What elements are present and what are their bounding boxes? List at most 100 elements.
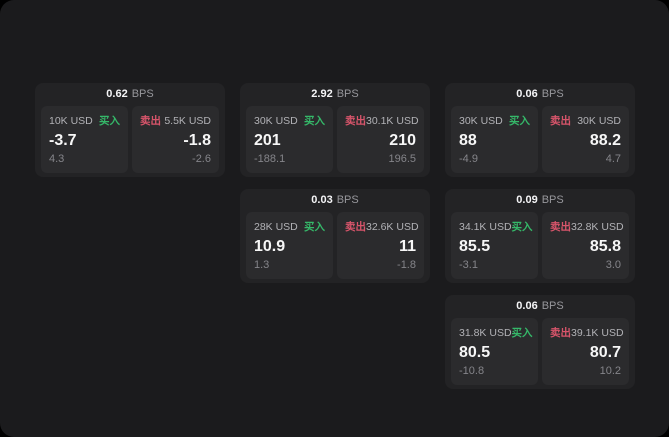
sell-price: 210 (389, 132, 416, 149)
buy-price: 88 (459, 132, 477, 149)
buy-panel-top: 30K USD 买入 (459, 113, 530, 128)
spread-value: 0.09 (516, 194, 538, 206)
sell-panel[interactable]: 卖出 32.6K USD 11 -1.8 (337, 212, 424, 279)
sell-price: 11 (399, 238, 416, 255)
buy-panel-top: 30K USD 买入 (254, 113, 325, 128)
quote-body: 10K USD 买入 -3.7 4.3 卖出 5.5K USD -1.8 -2.… (35, 106, 225, 173)
buy-amount: 34.1K USD (459, 221, 512, 233)
sell-side-label: 卖出 (140, 115, 161, 127)
sell-amount: 32.6K USD (366, 221, 419, 233)
spread-header: 0.06 BPS (445, 295, 635, 318)
spread-value: 0.06 (516, 88, 538, 100)
sell-panel[interactable]: 卖出 39.1K USD 80.7 10.2 (542, 318, 629, 385)
spread-unit-label: BPS (131, 88, 154, 100)
buy-price: 80.5 (459, 344, 491, 361)
buy-sub-value: 4.3 (49, 153, 65, 165)
quote-body: 31.8K USD 买入 80.5 -10.8 卖出 39.1K USD 80.… (445, 318, 635, 385)
sell-amount: 30.1K USD (366, 115, 419, 127)
quote-card: 2.92 BPS 30K USD 买入 201 -188.1 卖出 30.1K … (240, 83, 430, 177)
spread-value: 0.03 (311, 194, 333, 206)
sell-panel-top: 卖出 39.1K USD (550, 325, 624, 340)
buy-price: 201 (254, 132, 281, 149)
buy-price: -3.7 (49, 132, 77, 149)
buy-panel-top: 28K USD 买入 (254, 219, 325, 234)
sell-side-label: 卖出 (550, 221, 571, 233)
sell-sub-value: 4.7 (605, 153, 621, 165)
spread-unit-label: BPS (541, 88, 564, 100)
spread-unit-label: BPS (541, 300, 564, 312)
spread-header: 0.09 BPS (445, 189, 635, 212)
buy-amount: 30K USD (254, 115, 298, 127)
sell-panel-top: 卖出 30K USD (550, 113, 621, 128)
sell-panel-top: 卖出 5.5K USD (140, 113, 211, 128)
buy-side-label: 买入 (304, 221, 325, 233)
quote-card: 0.62 BPS 10K USD 买入 -3.7 4.3 卖出 5.5K USD… (35, 83, 225, 177)
sell-panel[interactable]: 卖出 30K USD 88.2 4.7 (542, 106, 629, 173)
sell-side-label: 卖出 (550, 327, 571, 339)
quote-body: 30K USD 买入 88 -4.9 卖出 30K USD 88.2 4.7 (445, 106, 635, 173)
sell-panel[interactable]: 卖出 32.8K USD 85.8 3.0 (542, 212, 629, 279)
buy-panel-top: 10K USD 买入 (49, 113, 120, 128)
spread-header: 0.62 BPS (35, 83, 225, 106)
buy-sub-value: 1.3 (254, 259, 270, 271)
buy-price: 85.5 (459, 238, 491, 255)
sell-panel-top: 卖出 32.6K USD (345, 219, 419, 234)
buy-panel[interactable]: 10K USD 买入 -3.7 4.3 (41, 106, 128, 173)
buy-price: 10.9 (254, 238, 286, 255)
buy-panel[interactable]: 31.8K USD 买入 80.5 -10.8 (451, 318, 538, 385)
quote-card: 0.03 BPS 28K USD 买入 10.9 1.3 卖出 32.6K US… (240, 189, 430, 283)
quote-body: 30K USD 买入 201 -188.1 卖出 30.1K USD 210 1… (240, 106, 430, 173)
sell-panel[interactable]: 卖出 5.5K USD -1.8 -2.6 (132, 106, 219, 173)
quote-card: 0.06 BPS 31.8K USD 买入 80.5 -10.8 卖出 39.1… (445, 295, 635, 389)
quote-card: 0.09 BPS 34.1K USD 买入 85.5 -3.1 卖出 32.8K… (445, 189, 635, 283)
spread-header: 0.03 BPS (240, 189, 430, 212)
quote-body: 34.1K USD 买入 85.5 -3.1 卖出 32.8K USD 85.8… (445, 212, 635, 279)
sell-price: 88.2 (589, 132, 621, 149)
buy-panel[interactable]: 34.1K USD 买入 85.5 -3.1 (451, 212, 538, 279)
spread-value: 2.92 (311, 88, 333, 100)
sell-panel[interactable]: 卖出 30.1K USD 210 196.5 (337, 106, 424, 173)
spread-unit-label: BPS (541, 194, 564, 206)
buy-amount: 28K USD (254, 221, 298, 233)
buy-side-label: 买入 (511, 327, 533, 339)
buy-sub-value: -188.1 (254, 153, 286, 165)
buy-sub-value: -4.9 (459, 153, 478, 165)
spread-value: 0.06 (516, 300, 538, 312)
buy-sub-value: -3.1 (459, 259, 478, 271)
buy-panel[interactable]: 30K USD 买入 88 -4.9 (451, 106, 538, 173)
buy-panel-top: 34.1K USD 买入 (459, 219, 533, 234)
sell-side-label: 卖出 (345, 221, 366, 233)
sell-amount: 32.8K USD (571, 221, 624, 233)
buy-side-label: 买入 (511, 221, 533, 233)
sell-sub-value: 3.0 (605, 259, 621, 271)
spread-unit-label: BPS (336, 194, 359, 206)
spread-value: 0.62 (106, 88, 128, 100)
sell-amount: 5.5K USD (164, 115, 211, 127)
buy-side-label: 买入 (509, 115, 530, 127)
sell-price: 80.7 (589, 344, 621, 361)
sell-side-label: 卖出 (345, 115, 366, 127)
buy-side-label: 买入 (99, 115, 120, 127)
buy-panel[interactable]: 28K USD 买入 10.9 1.3 (246, 212, 333, 279)
sell-price: -1.8 (183, 132, 211, 149)
buy-side-label: 买入 (304, 115, 325, 127)
sell-panel-top: 卖出 32.8K USD (550, 219, 624, 234)
sell-sub-value: 196.5 (388, 153, 416, 165)
sell-amount: 30K USD (577, 115, 621, 127)
spread-header: 0.06 BPS (445, 83, 635, 106)
sell-panel-top: 卖出 30.1K USD (345, 113, 419, 128)
sell-amount: 39.1K USD (571, 327, 624, 339)
buy-panel-top: 31.8K USD 买入 (459, 325, 533, 340)
buy-amount: 10K USD (49, 115, 93, 127)
quote-body: 28K USD 买入 10.9 1.3 卖出 32.6K USD 11 -1.8 (240, 212, 430, 279)
buy-sub-value: -10.8 (459, 365, 485, 377)
sell-sub-value: -2.6 (192, 153, 211, 165)
spread-header: 2.92 BPS (240, 83, 430, 106)
sell-sub-value: -1.8 (397, 259, 416, 271)
spread-unit-label: BPS (336, 88, 359, 100)
sell-sub-value: 10.2 (599, 365, 621, 377)
sell-side-label: 卖出 (550, 115, 571, 127)
buy-panel[interactable]: 30K USD 买入 201 -188.1 (246, 106, 333, 173)
quote-card: 0.06 BPS 30K USD 买入 88 -4.9 卖出 30K USD 8… (445, 83, 635, 177)
